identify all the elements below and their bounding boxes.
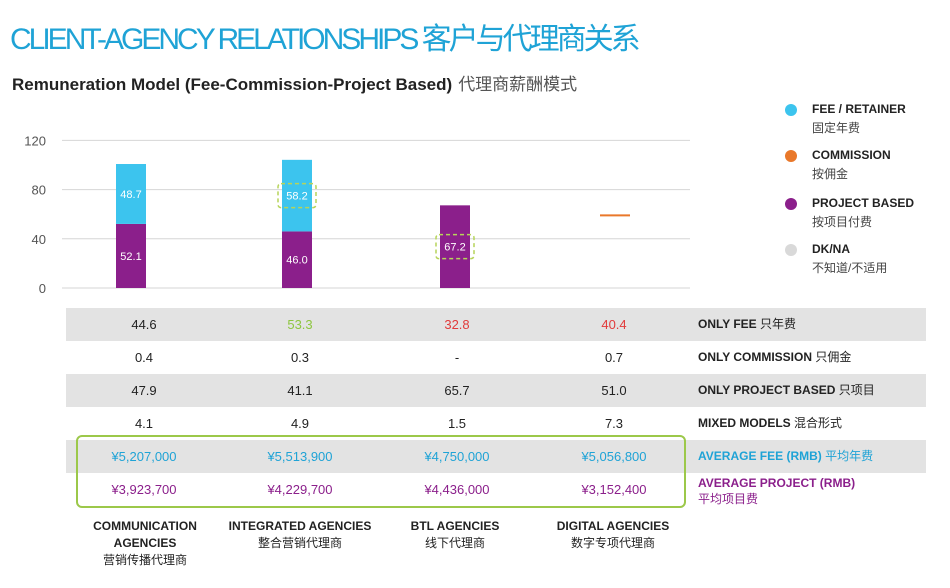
table-cell: 0.3 <box>290 350 310 365</box>
row-label: MIXED MODELS 混合形式 <box>698 407 842 440</box>
averages-highlight-box <box>76 435 686 508</box>
table-cell: ¥4,436,000 <box>424 482 490 497</box>
table-cell: 40.4 <box>601 317 627 332</box>
row-label-en: AVERAGE FEE (RMB) <box>698 449 822 463</box>
data-label: 58.2 <box>286 191 307 203</box>
category-label-en: INTEGRATED AGENCIES <box>228 519 372 533</box>
category-label-en: BTL AGENCIES <box>410 519 500 533</box>
bar-segment <box>282 159 312 232</box>
bar-segment <box>440 205 470 288</box>
category-label-btl: BTL AGENCIES 线下代理商 <box>380 518 530 552</box>
table-cell: 32.8 <box>444 317 470 332</box>
legend-label-en: FEE / RETAINER <box>812 102 906 116</box>
stacked-bar-chart: 0 40 80 120 52.1 48.7 46.0 58.2 67.2 <box>24 133 690 296</box>
table-cell: 47.9 <box>131 383 157 398</box>
table-cell: ¥3,152,400 <box>581 482 647 497</box>
row-label: ONLY COMMISSION 只佣金 <box>698 341 851 374</box>
table-cell: 1.5 <box>447 416 467 431</box>
row-label-en: ONLY FEE <box>698 317 757 331</box>
table-cell: 4.9 <box>290 416 310 431</box>
table-cell: ¥3,923,700 <box>111 482 177 497</box>
table-cell: ¥5,207,000 <box>111 449 177 464</box>
category-label-communication: COMMUNICATION AGENCIES 营销传播代理商 <box>70 518 220 569</box>
legend-label-en: PROJECT BASED <box>812 196 915 210</box>
row-label-en: ONLY PROJECT BASED <box>698 383 836 397</box>
category-label-en: COMMUNICATION AGENCIES <box>93 519 197 550</box>
table-cell: ¥4,229,700 <box>267 482 333 497</box>
table-row-mixed: 4.1 4.9 1.5 7.3 MIXED MODELS 混合形式 <box>66 407 926 440</box>
row-label-cn: 混合形式 <box>794 416 843 430</box>
row-label-en: MIXED MODELS <box>698 416 791 430</box>
row-label-en: ONLY COMMISSION <box>698 350 813 364</box>
row-label-cn: 只年费 <box>760 317 797 331</box>
commission-swatch-icon <box>785 150 797 162</box>
legend-label-cn: 固定年费 <box>812 121 861 135</box>
row-label-en: AVERAGE PROJECT (RMB) <box>698 476 856 490</box>
legend-label-cn: 按佣金 <box>812 167 849 181</box>
subtitle-cn: 代理商薪酬模式 <box>458 75 578 94</box>
category-label-cn: 整合营销代理商 <box>257 536 342 550</box>
y-tick-label: 0 <box>39 281 46 296</box>
subtitle-en: Remuneration Model (Fee-Commission-Proje… <box>12 75 453 94</box>
table-row-only-commission: 0.4 0.3 - 0.7 ONLY COMMISSION 只佣金 <box>66 341 926 374</box>
data-label: 67.2 <box>444 242 465 254</box>
table-cell: ¥4,750,000 <box>424 449 490 464</box>
bar-segment <box>282 231 312 288</box>
legend-label-en: COMMISSION <box>812 148 891 162</box>
category-label-digital: DIGITAL AGENCIES 数字专项代理商 <box>538 518 688 552</box>
table-cell: 41.1 <box>287 383 313 398</box>
table-cell: 53.3 <box>287 317 313 332</box>
row-label-cn: 只项目 <box>838 383 875 397</box>
table-cell: 4.1 <box>134 416 154 431</box>
table-cell: 44.6 <box>131 317 157 332</box>
row-label-cn: 平均项目费 <box>698 492 759 506</box>
highlight-box <box>435 233 475 260</box>
data-label: 48.7 <box>120 189 141 201</box>
table-row-only-fee: 44.6 53.3 32.8 40.4 ONLY FEE 只年费 <box>66 308 926 341</box>
table-cell: 0.4 <box>134 350 154 365</box>
category-label-integrated: INTEGRATED AGENCIES 整合营销代理商 <box>225 518 375 552</box>
table-row-only-project: 47.9 41.1 65.7 51.0 ONLY PROJECT BASED 只… <box>66 374 926 407</box>
table-cell: 51.0 <box>601 383 627 398</box>
legend-label-en: DK/NA <box>812 242 850 256</box>
data-label: 46.0 <box>286 255 307 267</box>
category-label-en: DIGITAL AGENCIES <box>556 519 670 533</box>
data-label: 52.1 <box>120 251 141 263</box>
table-cell: ¥5,056,800 <box>581 449 647 464</box>
bar-segment <box>116 223 146 288</box>
table-cell: 65.7 <box>444 383 470 398</box>
category-label-cn: 营销传播代理商 <box>102 553 187 567</box>
table-cell: - <box>454 350 460 365</box>
category-label-cn: 线下代理商 <box>424 536 485 550</box>
project-swatch-icon <box>785 198 797 210</box>
fee-swatch-icon <box>785 104 797 116</box>
table-cell: 7.3 <box>604 416 624 431</box>
chart-subtitle: Remuneration Model (Fee-Commission-Proje… <box>12 70 577 95</box>
row-label: ONLY PROJECT BASED 只项目 <box>698 374 875 407</box>
row-label: AVERAGE FEE (RMB) 平均年费 <box>698 440 873 473</box>
row-label: ONLY FEE 只年费 <box>698 308 796 341</box>
row-label-cn: 只佣金 <box>815 350 852 364</box>
row-label-cn: 平均年费 <box>825 449 874 463</box>
bar-segment <box>116 164 146 224</box>
table-cell: ¥5,513,900 <box>267 449 333 464</box>
y-tick-label: 120 <box>24 133 46 148</box>
table-row-average-project: ¥3,923,700 ¥4,229,700 ¥4,436,000 ¥3,152,… <box>66 473 926 509</box>
table-cell: 0.7 <box>604 350 624 365</box>
y-tick-label: 40 <box>32 232 46 247</box>
y-tick-label: 80 <box>32 183 46 198</box>
table-row-average-fee: ¥5,207,000 ¥5,513,900 ¥4,750,000 ¥5,056,… <box>66 440 926 473</box>
legend-label-cn: 不知道/不适用 <box>812 261 888 275</box>
highlight-box <box>277 182 317 209</box>
row-label: AVERAGE PROJECT (RMB) 平均项目费 <box>698 475 855 508</box>
dkna-swatch-icon <box>785 244 797 256</box>
legend-label-cn: 按项目付费 <box>812 215 873 229</box>
category-label-cn: 数字专项代理商 <box>570 536 655 550</box>
page-title: CLIENT-AGENCY RELATIONSHIPS 客户与代理商关系 <box>10 23 641 56</box>
